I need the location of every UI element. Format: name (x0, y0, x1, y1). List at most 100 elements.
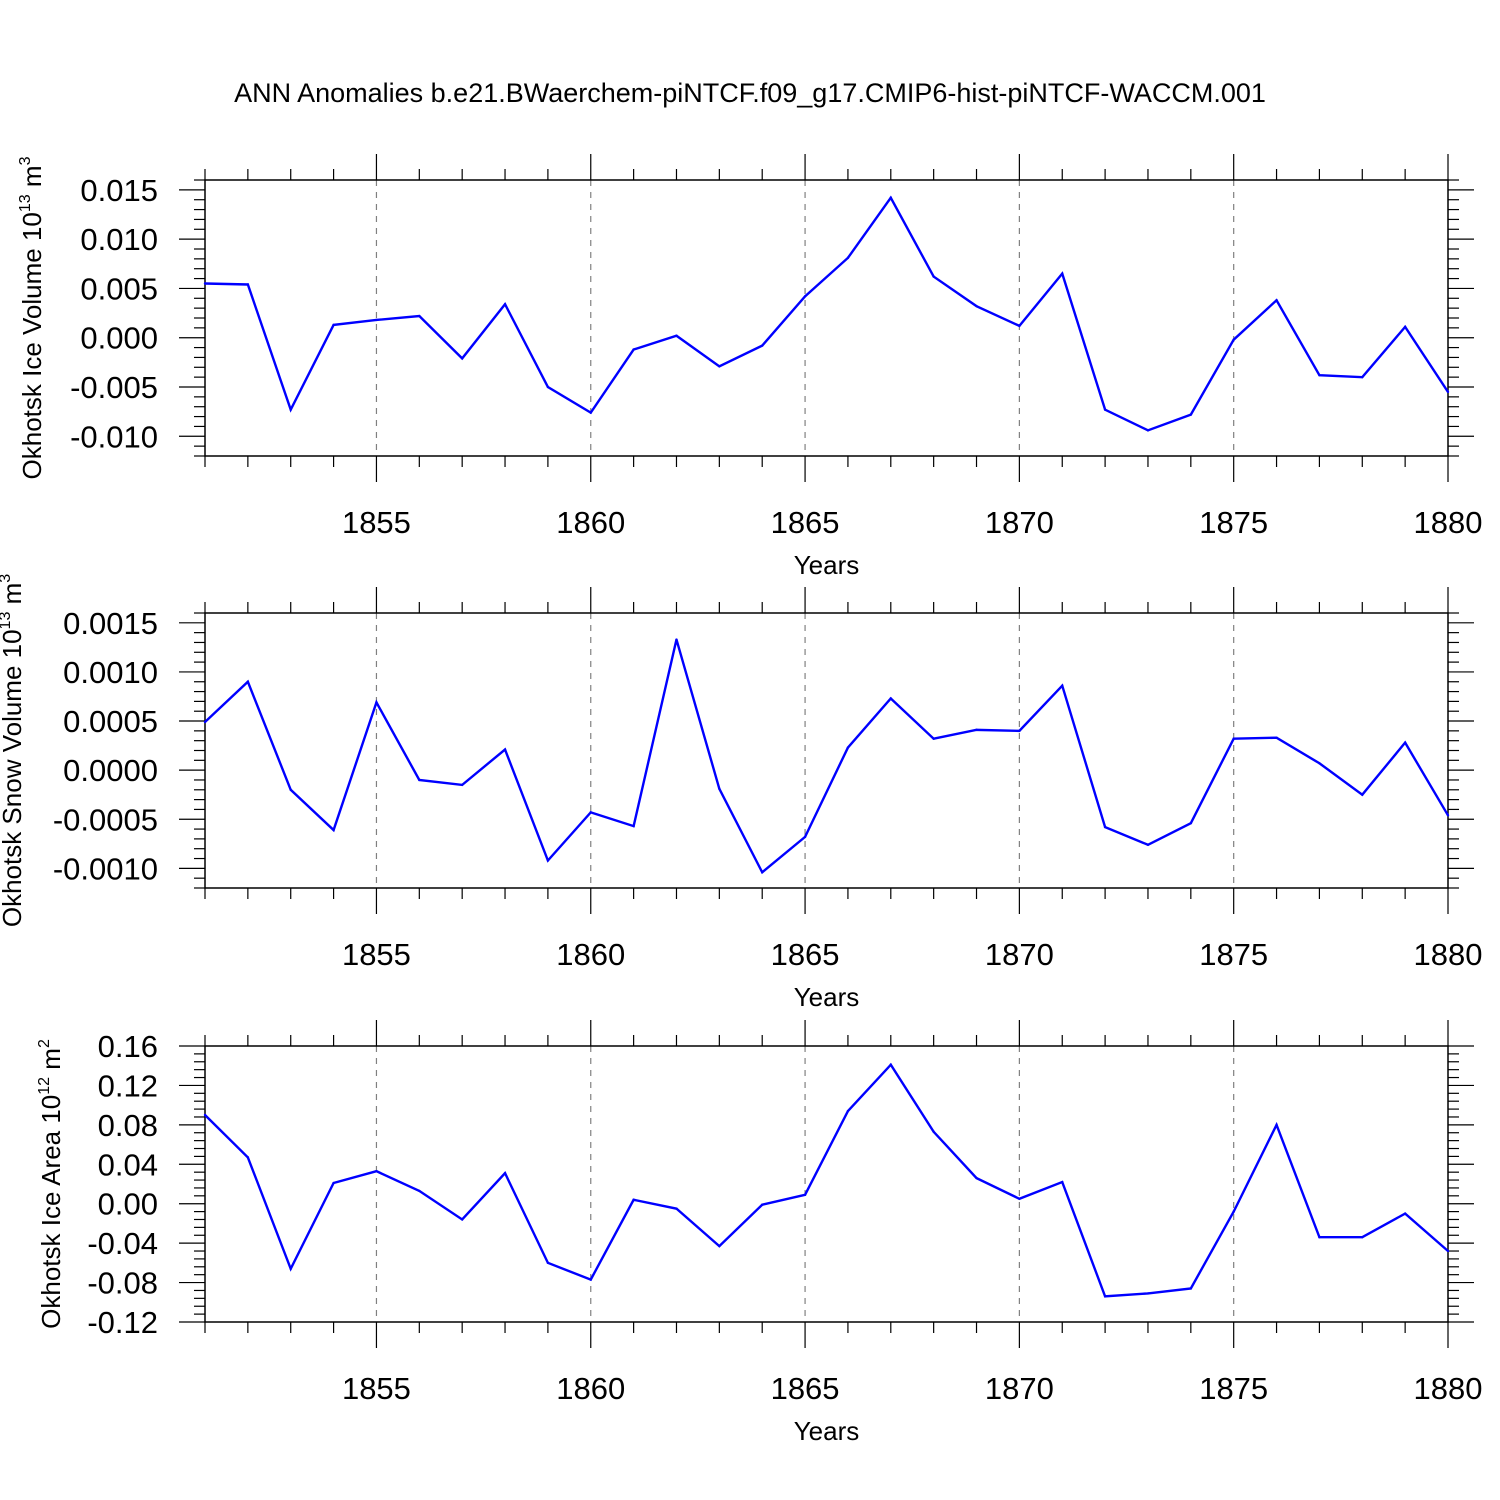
y-tick-label: 0.005 (80, 271, 158, 306)
x-tick-label: 1855 (342, 1371, 411, 1406)
data-point (1403, 325, 1407, 329)
x-tick-label: 1875 (1199, 505, 1268, 540)
x-tick-label: 1870 (985, 937, 1054, 972)
data-point (632, 824, 635, 828)
x-tick-label: 1855 (342, 505, 411, 540)
data-point (503, 1171, 507, 1175)
data-point (889, 196, 892, 199)
data-point (803, 835, 807, 839)
data-point (632, 348, 635, 351)
data-point (1146, 1292, 1150, 1295)
data-point (1061, 1180, 1064, 1184)
data-point (803, 295, 807, 298)
data-point (589, 411, 592, 414)
data-point (1361, 1236, 1364, 1239)
chart-panel-1: -0.010 -0.005 0.000 0.005 0.010 0.015 1855 1860… (17, 154, 1482, 580)
data-point (846, 1109, 850, 1113)
data-point (1018, 729, 1021, 733)
data-point (1146, 843, 1150, 846)
x-axis-label: Years (794, 982, 860, 1012)
data-point (546, 385, 550, 389)
data-point (1446, 814, 1450, 817)
data-point (1275, 299, 1278, 302)
data-point (546, 1261, 550, 1265)
data-point (289, 788, 292, 791)
x-tick-label: 1875 (1199, 937, 1268, 972)
data-point (418, 778, 421, 782)
data-point (589, 811, 592, 814)
data-point (975, 1176, 978, 1180)
data-point (203, 1113, 207, 1117)
x-tick-label: 1865 (771, 937, 840, 972)
y-tick-label: 0.16 (98, 1029, 158, 1064)
data-point (1146, 429, 1150, 432)
y-axis-label: Okhotsk Ice Volume 1013 m3 (17, 156, 47, 479)
data-point (589, 1278, 592, 1281)
y-tick-label: 0.010 (80, 222, 158, 257)
data-point (203, 282, 207, 285)
x-tick-label: 1875 (1199, 1371, 1268, 1406)
data-point (418, 1189, 421, 1193)
data-point (1061, 272, 1064, 275)
data-point (246, 283, 250, 286)
data-point (1275, 1123, 1278, 1127)
y-tick-label: -0.010 (70, 419, 158, 454)
y-tick-label: 0.0015 (63, 606, 158, 641)
data-point (1361, 793, 1364, 796)
y-tick-label: 0.000 (80, 321, 158, 356)
y-tick-label: 0.12 (98, 1068, 158, 1103)
chart-panel-3: -0.12 -0.08 -0.04 0.00 0.04 0.08 0.12 0.16 1855 1… (36, 1020, 1482, 1446)
data-point (889, 697, 892, 700)
x-tick-label: 1865 (771, 505, 840, 540)
data-point (460, 1218, 464, 1221)
series-line (204, 1062, 1449, 1298)
data-point (846, 256, 850, 260)
data-point (632, 1198, 635, 1201)
data-point (1189, 413, 1193, 416)
data-point (975, 728, 978, 732)
data-point (546, 859, 550, 862)
data-point (1446, 390, 1450, 394)
x-tick-label: 1855 (342, 937, 411, 972)
data-point (1018, 1197, 1021, 1200)
y-tick-label: 0.015 (80, 173, 158, 208)
data-point (1318, 1236, 1321, 1239)
y-tick-label: -0.12 (87, 1305, 158, 1340)
data-point (1403, 741, 1407, 744)
data-point (718, 1244, 721, 1248)
data-point (1403, 1212, 1407, 1215)
x-tick-label: 1870 (985, 1371, 1054, 1406)
data-point (375, 1169, 378, 1173)
data-point (1232, 1210, 1235, 1213)
data-point (1103, 1295, 1107, 1298)
data-point (932, 1130, 935, 1133)
chart-title: ANN Anomalies b.e21.BWaerchem-piNTCF.f09… (234, 78, 1266, 108)
data-point (289, 1267, 292, 1270)
data-point (1103, 825, 1107, 829)
data-point (332, 828, 335, 832)
data-point (503, 748, 507, 751)
data-point (289, 408, 292, 411)
data-point (675, 334, 678, 337)
data-point (889, 1063, 892, 1066)
data-point (761, 871, 764, 874)
data-point (375, 701, 378, 704)
data-point (675, 1207, 678, 1210)
data-point (932, 737, 935, 740)
data-point (932, 275, 935, 278)
y-tick-label: -0.005 (70, 370, 158, 405)
y-tick-label: 0.0005 (63, 704, 158, 739)
data-point (1446, 1249, 1450, 1253)
series-line (204, 195, 1450, 432)
data-point (803, 1193, 807, 1197)
plot-frame (204, 1045, 1449, 1323)
y-tick-label: 0.08 (98, 1108, 158, 1143)
data-point (1061, 684, 1064, 687)
data-point (375, 318, 378, 322)
data-point (246, 1156, 250, 1159)
y-tick-label: 0.00 (98, 1187, 158, 1222)
x-tick-label: 1865 (771, 1371, 840, 1406)
x-axis-label: Years (794, 1416, 860, 1446)
data-point (1361, 375, 1364, 379)
data-point (675, 638, 678, 641)
